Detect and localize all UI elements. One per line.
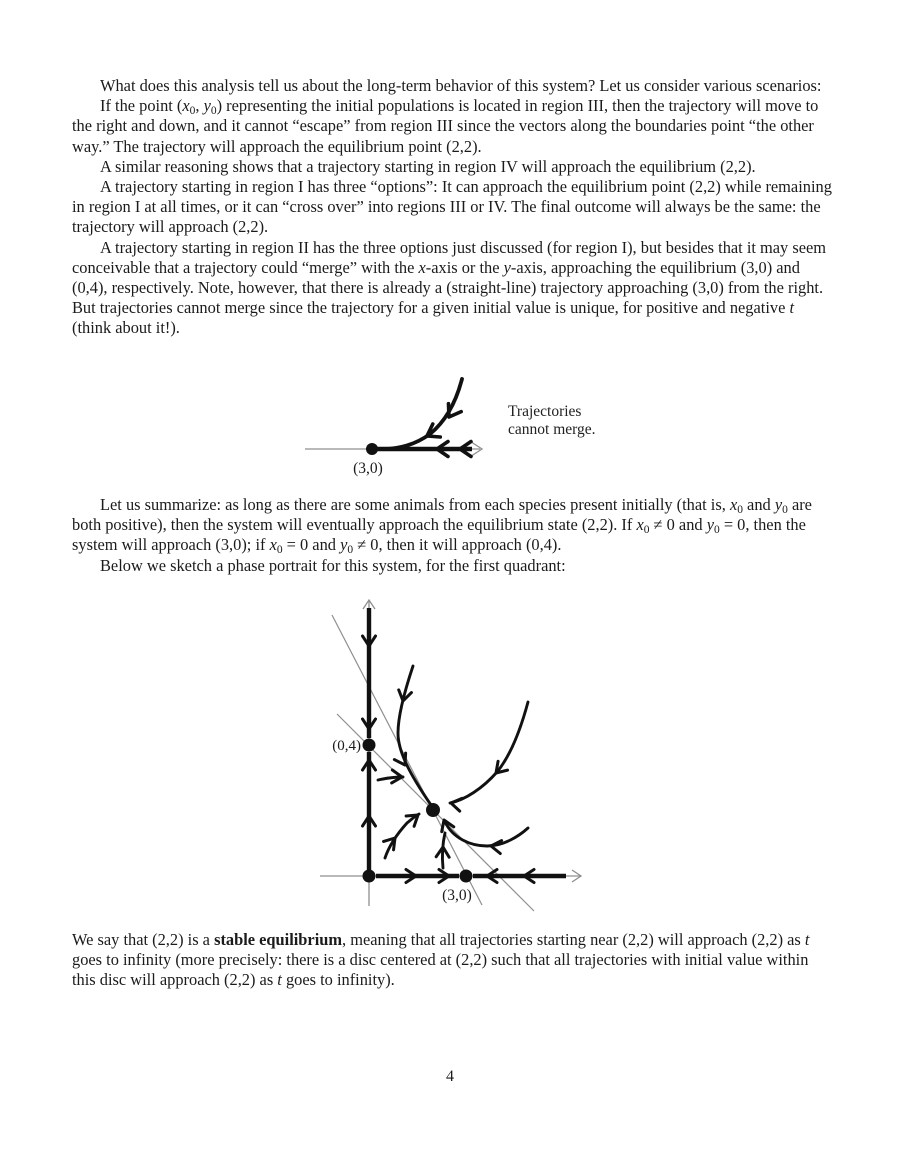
paragraph-phase-portrait-intro: Below we sketch a phase portrait for thi… <box>100 555 566 575</box>
equilibrium-point-3-0-dot <box>366 443 378 455</box>
paragraph-region-i: A trajectory starting in region I has th… <box>72 177 832 237</box>
paragraph-region-iii: If the point (x0, y0) representing the i… <box>72 96 819 156</box>
point-2-2-dot <box>426 803 440 817</box>
paragraph-region-ii: A trajectory starting in region II has t… <box>72 237 827 338</box>
trajectories-merge-diagram: (3,0) <box>305 377 483 477</box>
paragraph-summary: Let us summarize: as long as there are s… <box>72 495 812 557</box>
point-0-4-dot <box>362 738 376 752</box>
equilibrium-dots <box>362 738 473 883</box>
body-text-middle: Let us summarize: as long as there are s… <box>72 495 832 576</box>
y-axis-trajectories <box>361 608 377 870</box>
figure-trajectories-cannot-merge: (3,0) Trajectories cannot merge. <box>300 374 620 482</box>
body-text-top: What does this analysis tell us about th… <box>72 76 832 339</box>
figure1-caption: Trajectories cannot merge. <box>508 403 596 438</box>
body-text-bottom: We say that (2,2) is a stable equilibriu… <box>72 930 832 991</box>
page-number: 4 <box>446 1068 454 1085</box>
origin-dot <box>362 869 376 883</box>
paragraph-long-term-behavior: What does this analysis tell us about th… <box>100 76 822 95</box>
point-3-0-dot <box>459 869 473 883</box>
paragraph-region-iv: A similar reasoning shows that a traject… <box>100 156 756 176</box>
phase-portrait-svg: (0,4) (3,0) <box>320 599 582 912</box>
curved-trajectory <box>382 377 464 451</box>
label-3-0: (3,0) <box>442 887 472 904</box>
x-axis-trajectories <box>376 868 566 884</box>
point-3-0-label: (3,0) <box>353 460 383 477</box>
figure-phase-portrait: (0,4) (3,0) <box>315 588 590 918</box>
label-0-4: (0,4) <box>332 738 361 754</box>
paragraph-stable-equilibrium: We say that (2,2) is a stable equilibriu… <box>72 930 810 990</box>
